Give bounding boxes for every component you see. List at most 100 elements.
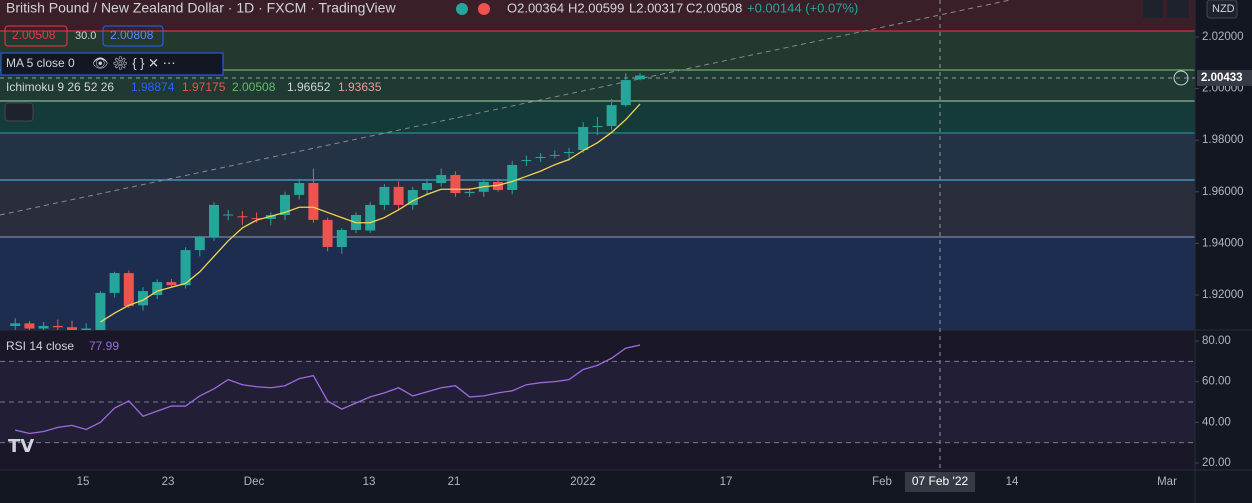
status-dot: [478, 3, 490, 15]
crosshair-date: 07 Feb '22: [912, 474, 969, 488]
rsi-value: 77.99: [89, 339, 119, 353]
low: L2.00317: [629, 0, 683, 15]
candle-body: [578, 127, 589, 150]
candle-body: [251, 218, 262, 220]
candle-body: [464, 191, 475, 194]
buy-price[interactable]: 2.00808: [110, 28, 154, 42]
candle-body: [606, 105, 617, 127]
candle-body: [507, 164, 518, 190]
ma-legend-box[interactable]: [0, 52, 224, 76]
x-tick-label: 13: [363, 476, 376, 488]
buy-button[interactable]: [102, 25, 164, 47]
candle-body: [180, 250, 191, 286]
x-tick-label: 21: [448, 476, 461, 488]
band: [0, 0, 1195, 31]
ichimoku-value: 1.96652: [287, 80, 331, 94]
rsi-tick-label: 20.00: [1202, 457, 1231, 469]
x-tick-label: Feb: [872, 476, 892, 488]
y-tick-label: 1.96000: [1202, 186, 1244, 198]
symbol-title: British Pound / New Zealand Dollar · 1D …: [6, 0, 396, 16]
x-tick-label: 23: [162, 476, 175, 488]
candle-body: [223, 214, 234, 216]
candle-body: [308, 183, 319, 220]
rsi-line: [15, 344, 641, 435]
currency-button[interactable]: [1206, 0, 1238, 19]
ma-line: [100, 103, 641, 323]
change: +0.00144 (+0.07%): [747, 0, 858, 15]
collapse-button[interactable]: [4, 102, 34, 122]
x-tick-label: Mar: [1157, 476, 1177, 488]
ichimoku-value: 1.97175: [182, 80, 226, 94]
marks: 2.020002.000001.980001.960001.940001.920…: [0, 31, 1244, 488]
x-tick-label: 2022: [570, 476, 596, 488]
candle-body: [38, 325, 49, 329]
ma-legend[interactable]: MA 5 close 0: [6, 56, 75, 70]
ichimoku-value: 1.98874: [131, 80, 175, 94]
ichimoku-value: 1.93635: [338, 80, 382, 94]
candle-body: [294, 183, 305, 195]
candle-body: [123, 273, 134, 307]
ichimoku-value: 2.00508: [232, 80, 276, 94]
icons[interactable]: 👁 ⚙ { } ✕ ⋯: [92, 55, 176, 70]
candle-body: [521, 160, 532, 162]
band: [0, 237, 1195, 330]
candle-body: [422, 183, 432, 190]
scroll-button[interactable]: [1143, 0, 1163, 18]
crosshair-price: 2.00433: [1201, 72, 1243, 84]
rsi-legend: RSI 14 close: [6, 339, 74, 353]
candle-body: [535, 156, 546, 158]
candle-body: [365, 204, 376, 231]
candle-body: [67, 327, 77, 330]
candle-body: [138, 291, 148, 306]
candle-body: [620, 80, 631, 106]
open: O2.00364: [507, 0, 564, 15]
candle-body: [194, 236, 205, 251]
candle-body: [81, 328, 92, 330]
y-tick-label: 1.98000: [1202, 134, 1244, 146]
candle-body: [635, 75, 645, 80]
candle-body: [24, 323, 35, 329]
x-tick-label: 14: [1006, 476, 1019, 488]
rsi-tick-label: 80.00: [1202, 335, 1231, 347]
candle-body: [322, 219, 333, 248]
add-button[interactable]: [1173, 70, 1189, 86]
candle-body: [10, 323, 21, 326]
candle-body: [336, 229, 347, 248]
x-tick-label: 15: [77, 476, 90, 488]
candle-body: [280, 194, 290, 216]
candle-body: [592, 126, 603, 128]
candle-body: [393, 186, 404, 205]
currency[interactable]: NZD: [1212, 3, 1235, 15]
candle-body: [436, 175, 447, 184]
band: [0, 180, 1195, 237]
candle-body: [407, 189, 418, 205]
candle-body: [109, 273, 120, 293]
sell-button[interactable]: [4, 25, 68, 47]
ichimoku-legend: Ichimoku 9 26 52 26: [6, 80, 114, 94]
logo: 𝗧𝗩: [8, 436, 34, 456]
spread: 30.0: [75, 30, 96, 42]
price-label-box: [1197, 70, 1252, 86]
sell-price[interactable]: 2.00508: [12, 28, 56, 42]
candle-body: [549, 154, 560, 156]
band: [0, 133, 1195, 180]
candle-body: [152, 282, 163, 295]
candles: [10, 73, 645, 330]
candle-body: [379, 186, 390, 205]
fullscreen-button[interactable]: [1167, 0, 1189, 18]
date-label-box: [905, 472, 975, 492]
rsi-tick-label: 40.00: [1202, 416, 1231, 428]
close: C2.00508: [686, 0, 742, 15]
candle-body: [209, 204, 219, 237]
candle-body: [166, 282, 177, 286]
high: H2.00599: [568, 0, 624, 15]
candle-body: [564, 152, 574, 154]
candle-body: [450, 175, 461, 194]
status-dot: [456, 3, 468, 15]
trend-line: [0, 0, 1011, 216]
y-tick-label: 1.92000: [1202, 289, 1244, 301]
candle-body: [52, 325, 63, 328]
candle-body: [237, 216, 248, 218]
